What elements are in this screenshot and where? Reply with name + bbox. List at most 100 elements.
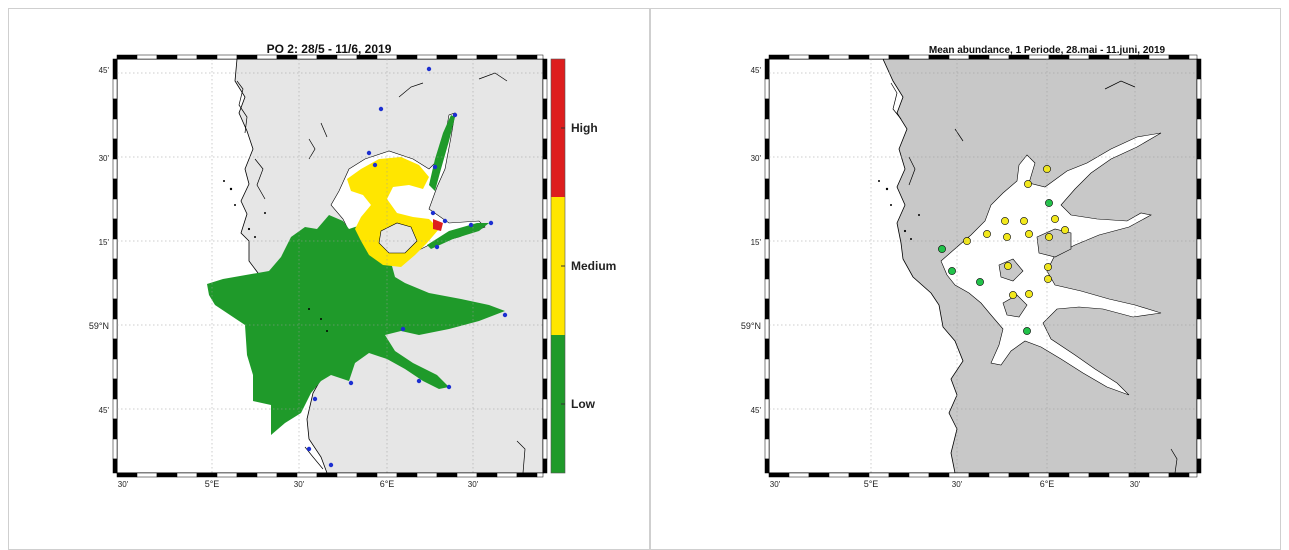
frame-segment (848, 54, 870, 60)
colorbar-label-low: Low (571, 397, 596, 411)
right-map-panel: Mean abundance, 1 Periode, 28.mai - 11.j… (650, 8, 1281, 550)
frame-segment (112, 298, 118, 320)
station-yellow (1061, 226, 1069, 234)
left-map-panel: PO 2: 28/5 - 11/6, 2019 (8, 8, 650, 550)
frame-segment (764, 218, 770, 240)
frame-segment (768, 472, 790, 478)
frame-segment (542, 98, 548, 120)
right-graticule (769, 59, 1197, 473)
left-low-area (207, 215, 505, 435)
frame-segment (1196, 78, 1202, 100)
station-yellow (1045, 233, 1053, 241)
frame-segment (1196, 58, 1202, 80)
frame-segment (1128, 472, 1150, 478)
frame-segment (376, 472, 398, 478)
frame-segment (764, 298, 770, 320)
left-lat-tick-1: 45' (99, 66, 110, 75)
station-yellow (1043, 165, 1051, 173)
frame-segment (764, 358, 770, 380)
station-dot (442, 218, 448, 224)
right-lon-tick-5: 30' (1130, 480, 1141, 489)
station-dot (378, 106, 384, 112)
frame-segment (476, 472, 498, 478)
frame-segment (542, 138, 548, 160)
frame-segment (456, 54, 478, 60)
frame-segment (764, 98, 770, 120)
right-station-markers (938, 165, 1069, 335)
frame-segment (948, 54, 970, 60)
frame-segment (496, 54, 518, 60)
frame-segment (396, 472, 418, 478)
frame-segment (1168, 54, 1190, 60)
station-dot (502, 312, 508, 318)
left-lat-tick-3: 15' (99, 238, 110, 247)
left-lon-tick-2: 5°E (205, 479, 220, 489)
right-lon-tick-4: 6°E (1040, 479, 1055, 489)
station-dot (416, 378, 422, 384)
frame-segment (416, 472, 438, 478)
frame-segment (1196, 158, 1202, 180)
frame-segment (176, 472, 198, 478)
left-lat-tick-2: 30' (99, 154, 110, 163)
left-graticule (117, 59, 543, 473)
frame-segment (848, 472, 870, 478)
frame-segment (456, 472, 478, 478)
frame-segment (1196, 378, 1202, 400)
frame-segment (542, 318, 548, 340)
frame-segment (764, 58, 770, 80)
frame-segment (1148, 472, 1170, 478)
frame-segment (112, 178, 118, 200)
station-yellow (1024, 180, 1032, 188)
frame-segment (112, 238, 118, 260)
frame-segment (536, 54, 544, 60)
left-lon-tick-4: 6°E (380, 479, 395, 489)
station-dot (400, 326, 406, 332)
station-yellow (1025, 290, 1033, 298)
colorbar-medium (551, 197, 565, 335)
right-lat-tick-1: 45' (751, 66, 762, 75)
frame-segment (968, 472, 990, 478)
left-low-fjord-1 (427, 223, 489, 249)
frame-segment (112, 398, 118, 420)
frame-segment (1108, 54, 1130, 60)
right-map: Mean abundance, 1 Periode, 28.mai - 11.j… (741, 45, 1202, 489)
frame-segment (112, 78, 118, 100)
frame-segment (196, 54, 218, 60)
frame-segment (542, 298, 548, 320)
frame-segment (988, 472, 1010, 478)
frame-segment (236, 54, 258, 60)
frame-segment (828, 54, 850, 60)
frame-segment (516, 472, 538, 478)
frame-segment (764, 178, 770, 200)
frame-segment (928, 472, 950, 478)
frame-segment (764, 338, 770, 360)
frame-segment (1148, 54, 1170, 60)
frame-segment (1196, 178, 1202, 200)
frame-segment (112, 378, 118, 400)
frame-segment (888, 54, 910, 60)
left-station-markers (306, 66, 508, 468)
frame-segment (236, 472, 258, 478)
frame-segment (176, 54, 198, 60)
frame-segment (542, 258, 548, 280)
frame-segment (928, 54, 950, 60)
frame-segment (216, 54, 238, 60)
frame-segment (156, 472, 178, 478)
frame-segment (542, 418, 548, 440)
frame-segment (156, 54, 178, 60)
frame-segment (542, 338, 548, 360)
frame-segment (396, 54, 418, 60)
frame-segment (436, 472, 458, 478)
station-yellow (1044, 263, 1052, 271)
frame-segment (376, 54, 398, 60)
left-lat-tick-5: 45' (99, 406, 110, 415)
station-dot (366, 150, 372, 156)
frame-segment (216, 472, 238, 478)
frame-segment (542, 198, 548, 220)
frame-segment (112, 418, 118, 440)
frame-segment (1196, 198, 1202, 220)
station-dot (468, 222, 474, 228)
frame-segment (1196, 98, 1202, 120)
frame-segment (542, 278, 548, 300)
colorbar-label-high: High (571, 121, 598, 135)
